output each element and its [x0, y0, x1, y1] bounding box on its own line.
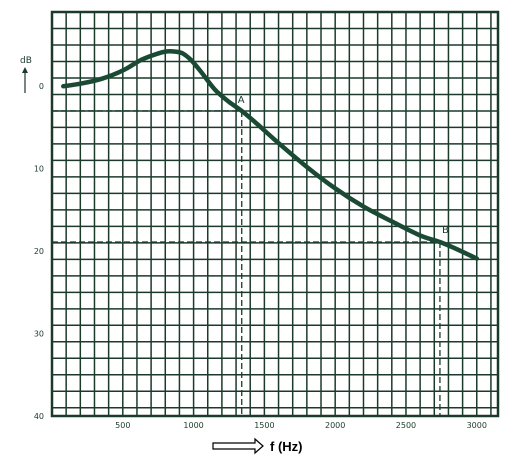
x-axis-label-group: f (Hz) [212, 437, 303, 455]
right-arrow-icon [212, 437, 264, 455]
y-tick-label: 0 [39, 82, 44, 91]
y-tick-label: 10 [34, 165, 44, 174]
point-markers: A B [238, 95, 449, 236]
series-line [61, 49, 480, 261]
plot-frame [50, 10, 500, 418]
x-tick-label: 2500 [396, 421, 416, 430]
x-tick-label: 1000 [183, 421, 203, 430]
x-axis-label: f (Hz) [270, 439, 303, 454]
reference-lines [52, 110, 441, 416]
x-tick-label: 3000 [467, 421, 487, 430]
x-tick-label: 500 [115, 421, 130, 430]
up-arrow-head-icon [22, 67, 28, 73]
x-tick-label: 2000 [325, 421, 345, 430]
point-b-label: B [442, 225, 449, 236]
y-tick-label: 20 [34, 247, 44, 256]
y-tick-label: 30 [34, 330, 44, 339]
x-tick-labels: 500 1000 1500 2000 2500 3000 [115, 421, 487, 430]
y-tick-labels: 0 10 20 30 40 [34, 82, 44, 421]
y-tick-label: 40 [34, 412, 44, 421]
curve-layer [61, 49, 480, 261]
point-a-label: A [238, 95, 245, 106]
y-axis-label-group: dB [20, 56, 32, 93]
y-axis-label: dB [20, 56, 32, 66]
x-tick-label: 1500 [254, 421, 274, 430]
